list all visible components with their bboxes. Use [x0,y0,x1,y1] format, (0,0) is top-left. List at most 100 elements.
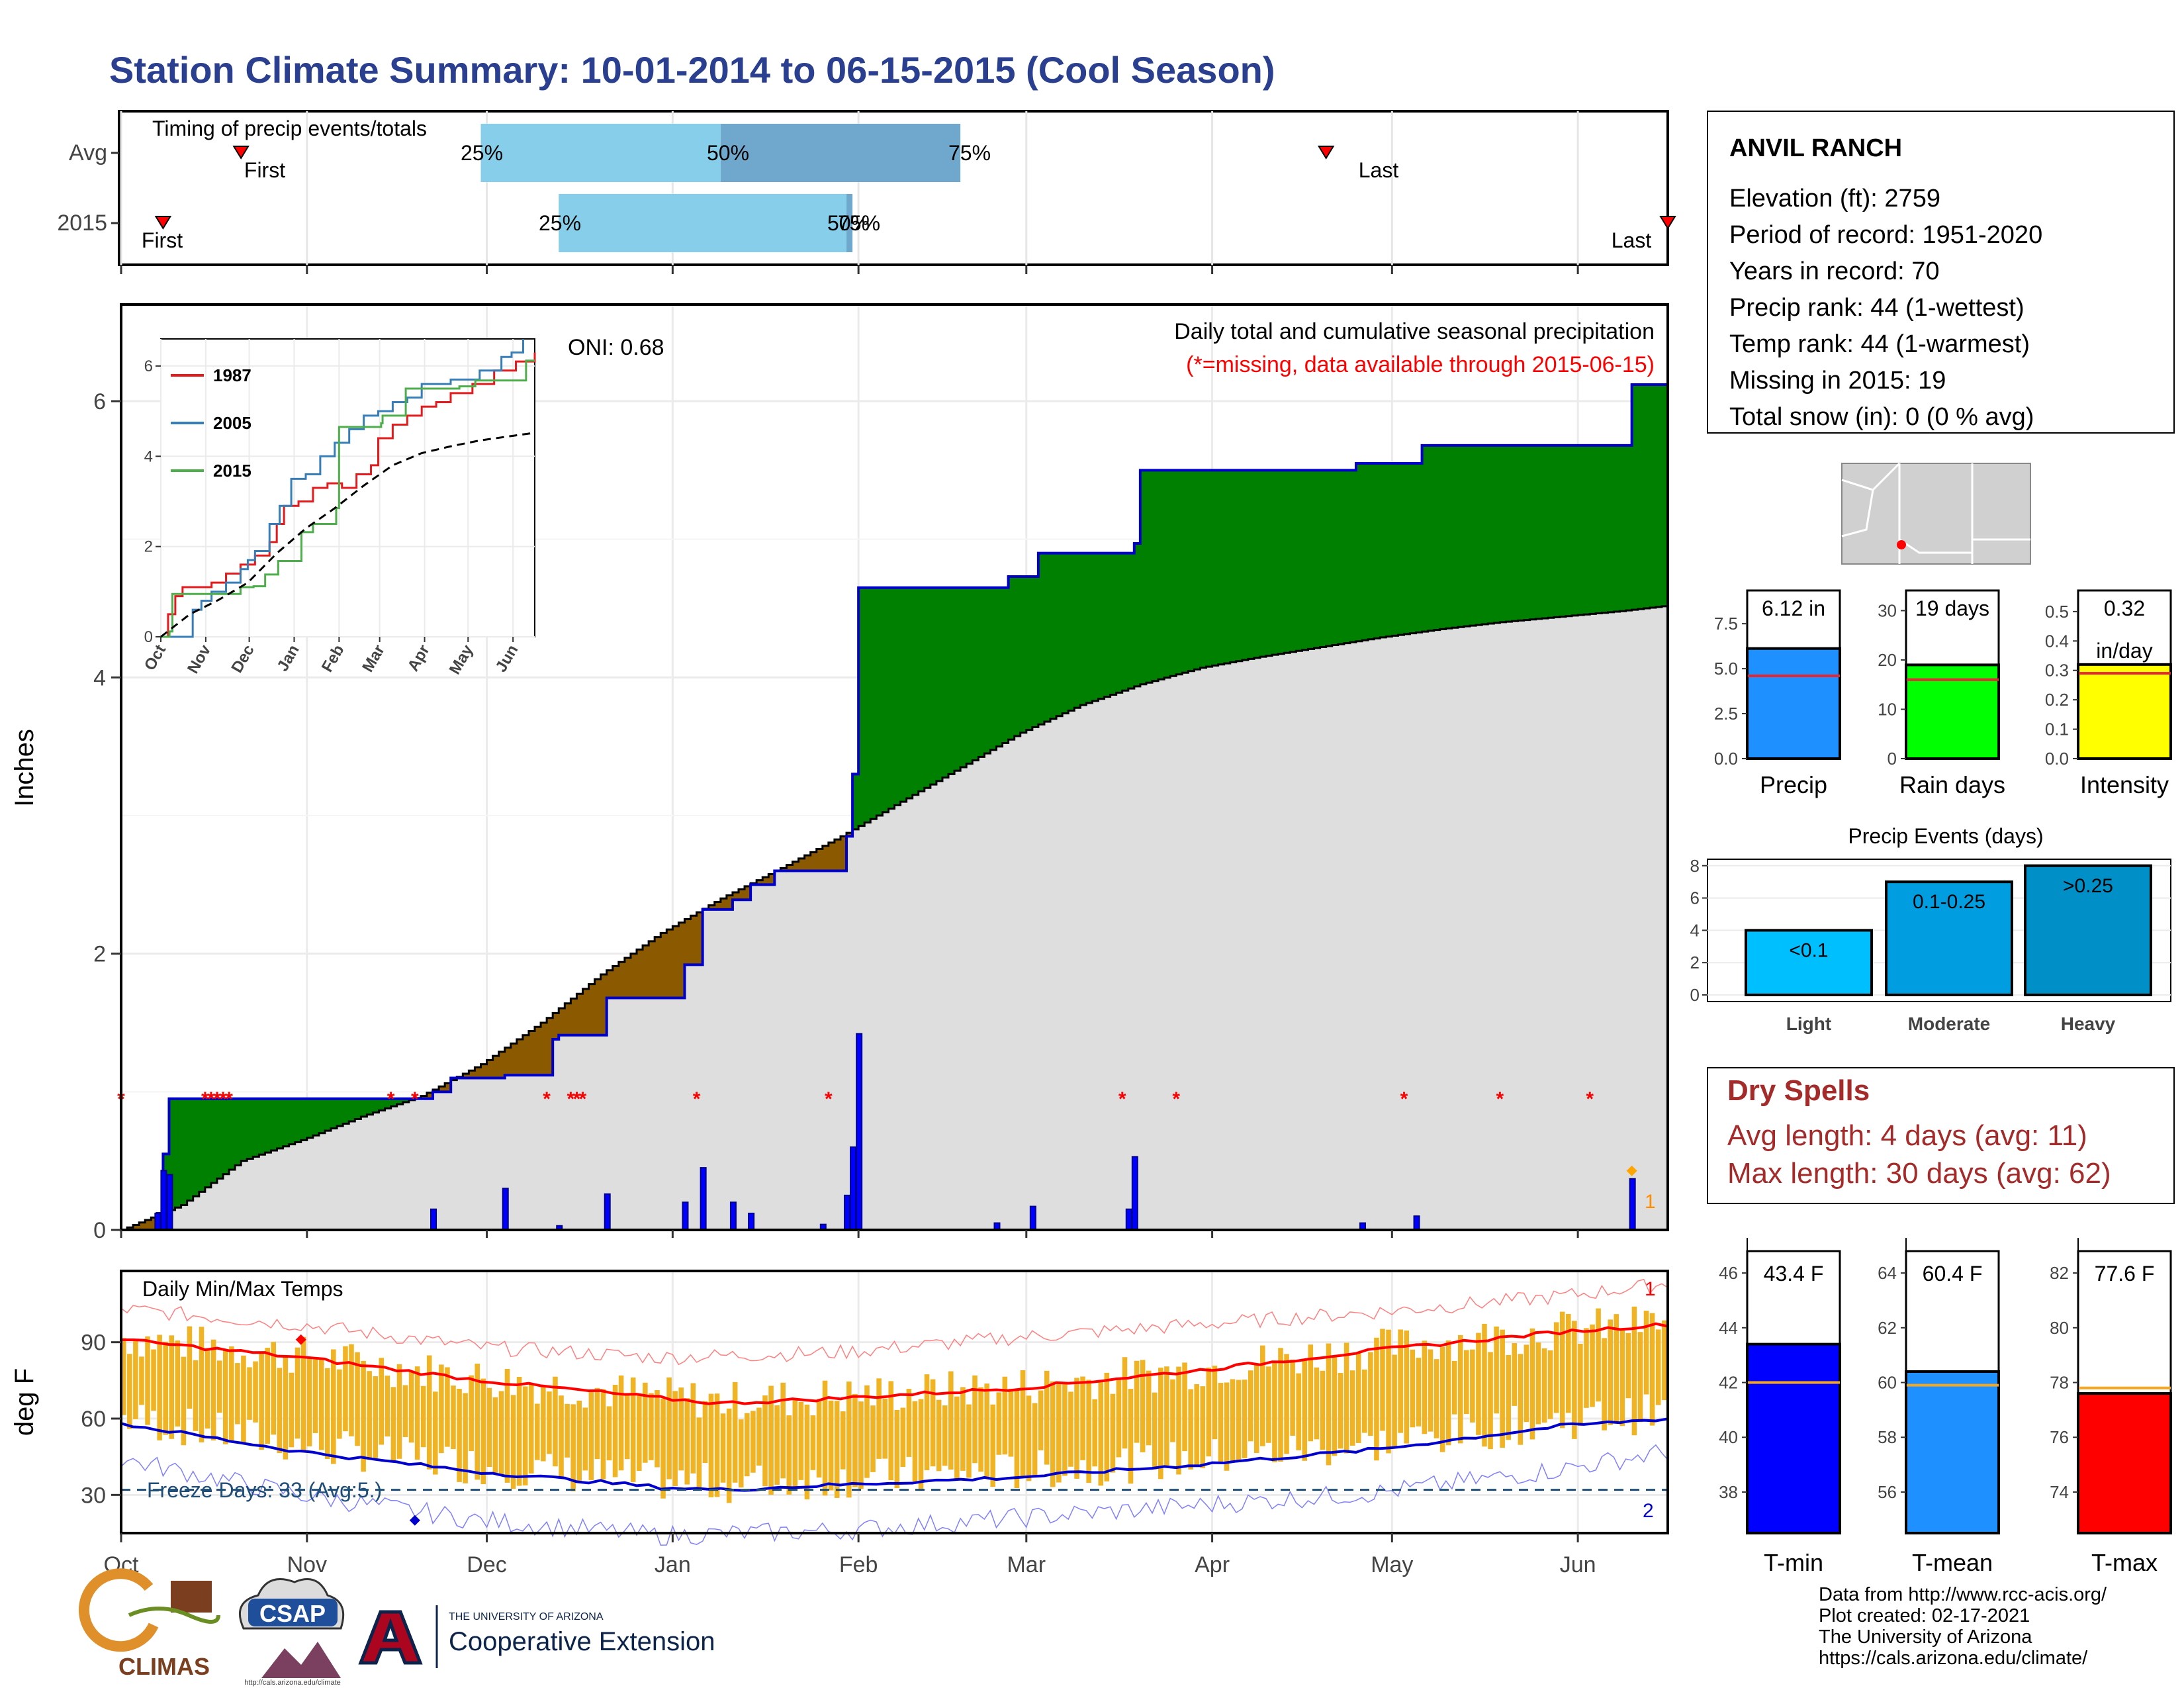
deficit-area [576,994,584,1035]
csap-logo-text: CSAP [259,1600,326,1627]
missing-marker: * [567,1088,575,1110]
surplus-area [1355,463,1363,641]
daily-temp-bar [295,1347,300,1439]
surplus-area [1296,470,1303,651]
daily-temp-bar [1368,1352,1373,1436]
daily-precip-bar [1029,1205,1036,1231]
daily-temp-bar [1188,1389,1193,1470]
daily-temp-bar [1464,1350,1469,1415]
daily-temp-bar [594,1387,600,1460]
surplus-area [1428,445,1435,631]
daily-temp-bar [1320,1370,1326,1450]
daily-temp-bar [1410,1349,1416,1428]
daily-temp-bar [1506,1354,1511,1440]
surplus-area [906,587,913,798]
tmin-ytick-label: 46 [1719,1263,1738,1283]
surplus-area [1212,470,1219,666]
daily-temp-bar [1547,1350,1553,1419]
events-title: Precip Events (days) [1848,824,2043,848]
daily-temp-bar [541,1386,546,1462]
inset-series-line [160,432,535,638]
daily-temp-bar [1044,1370,1050,1465]
precip-ytick-label: 5.0 [1714,659,1738,679]
month-tick-label: Jan [655,1552,691,1577]
daily-temp-bar [1445,1340,1451,1446]
deficit-area [690,915,698,965]
daily-temp-bar [361,1360,366,1472]
surplus-area [1152,470,1159,681]
daily-temp-bar [1290,1359,1295,1436]
daily-temp-bar [355,1352,360,1446]
daily-temp-bar [1524,1344,1529,1423]
tmin-value-label: 43.4 F [1764,1262,1824,1286]
intensity-ytick-label: 0.4 [2045,631,2069,651]
deficit-area [541,1023,547,1076]
daily-temp-bar [828,1400,834,1491]
deficit-area [828,842,835,871]
record-max-line [120,1278,1668,1366]
surplus-area [306,1098,314,1138]
surplus-area [349,1098,355,1121]
surplus-area [1529,445,1537,620]
deficit-area [822,845,829,871]
surplus-area [882,587,889,812]
daily-temp-bar [1643,1311,1649,1395]
missing-marker: * [825,1088,833,1110]
daily-temp-bar [858,1401,864,1489]
timing-2015-p75-label: 75% [838,211,880,235]
daily-temp-bar [559,1395,564,1479]
surplus-area [1176,470,1183,675]
daily-temp-bar [229,1346,234,1442]
surplus-area [1338,470,1345,645]
daily-temp-bar [852,1393,858,1487]
daily-temp-bar [277,1368,283,1454]
daily-temp-bar [379,1358,385,1445]
surplus-area [1182,470,1189,673]
daily-temp-bar [1392,1354,1397,1446]
daily-temp-bar [1128,1389,1134,1484]
daily-temp-bar [139,1356,144,1405]
daily-temp-bar [1212,1366,1218,1440]
surplus-area [295,1098,302,1143]
timing-event-marker [1317,146,1335,160]
surplus-area [1110,553,1117,695]
daily-temp-bar [978,1387,983,1472]
surplus-area [1026,577,1033,730]
station-info-box: ANVIL RANCH Elevation (ft): 2759 Period … [1707,111,2175,434]
surplus-area [1002,587,1009,743]
surplus-area [1326,470,1333,647]
deficit-area [504,1047,512,1076]
raindays-label: Rain days [1899,771,2005,798]
daily-temp-bar [618,1375,624,1471]
surplus-area [229,1098,236,1170]
daily-temp-bar [1559,1311,1565,1429]
missing-marker: * [573,1088,581,1110]
daily-temp-bar [1038,1390,1044,1450]
tmax-bar [2077,1392,2172,1534]
surplus-area [1266,470,1273,656]
daily-temp-bar [655,1389,660,1468]
daily-temp-bar [612,1385,618,1477]
surplus-area [1643,385,1651,609]
surplus-area [390,1098,398,1107]
deficit-area [420,1096,428,1099]
daily-temp-bar [439,1364,444,1454]
surplus-area [1014,577,1021,737]
daily-temp-bar [600,1389,606,1479]
daily-temp-bar [900,1407,906,1468]
surplus-area [1272,470,1279,655]
daily-temp-bar [216,1360,222,1413]
surplus-area [367,1098,374,1115]
daily-temp-bar [1056,1383,1062,1483]
surplus-area [864,587,871,823]
missing-marker: * [411,1088,419,1110]
deficit-area [762,877,769,885]
daily-temp-bar [732,1382,738,1483]
daily-temp-bar [402,1385,408,1437]
surplus-area [1320,470,1327,647]
surplus-area [1553,445,1561,618]
tmin-ytick-label: 38 [1719,1482,1738,1502]
surplus-area [271,1098,278,1151]
deficit-area [792,861,799,871]
daily-temp-bar [222,1350,228,1444]
